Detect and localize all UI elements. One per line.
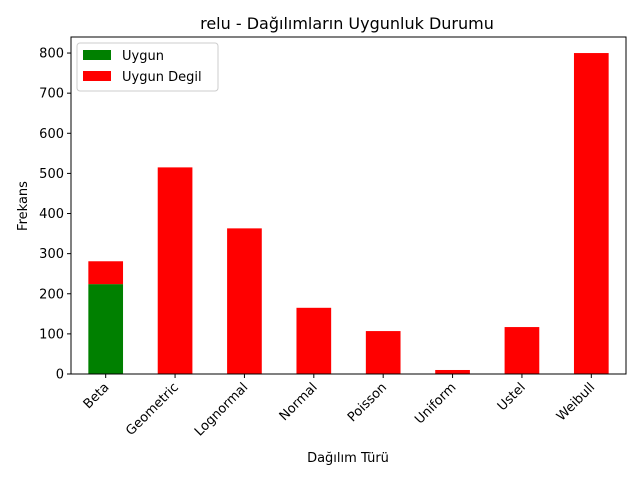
x-tick-label-beta: Beta	[81, 380, 113, 412]
x-tick-label-ustel: Ustel	[495, 380, 529, 414]
y-tick-label: 0	[56, 368, 64, 383]
y-tick-label: 700	[39, 87, 64, 102]
x-axis: Beta Geometric Lognormal Normal Poisson Unifo…	[81, 374, 598, 439]
chart-title: relu - Dağılımların Uygunluk Durumu	[200, 14, 494, 33]
y-tick-label: 300	[39, 247, 64, 262]
bar-uygun-degil-normal	[296, 307, 332, 374]
y-tick-label: 400	[39, 207, 64, 222]
y-axis: 0 100 200 300 400 500 600 700 800	[39, 47, 71, 383]
y-tick-label: 200	[39, 287, 64, 302]
bar-uygun-degil-geometric	[157, 167, 193, 374]
x-tick-label-lognormal: Lognormal	[192, 380, 251, 439]
plot-frame	[70, 36, 627, 375]
x-tick-label-weibull: Weibull	[554, 380, 598, 424]
legend-swatch-uygun-degil	[83, 71, 111, 81]
legend: Uygun Uygun Degil	[76, 42, 219, 92]
x-axis-label: Dağılım Türü	[307, 451, 389, 466]
bar-uygun-degil-ustel	[504, 327, 540, 374]
bar-uygun-degil-beta	[88, 261, 124, 285]
bar-uygun-degil-poisson	[365, 331, 401, 374]
bar-uygun-degil-weibull	[573, 53, 609, 375]
bar-uygun-beta	[88, 284, 124, 374]
legend-swatch-uygun	[83, 50, 111, 60]
y-axis-label: Frekans	[16, 181, 31, 231]
y-tick-label: 600	[39, 127, 64, 142]
legend-label-uygun-degil: Uygun Degil	[122, 70, 202, 85]
x-tick-label-geometric: Geometric	[123, 380, 182, 439]
bar-uygun-degil-lognormal	[227, 228, 262, 374]
y-tick-label: 800	[39, 47, 64, 62]
x-tick-label-poisson: Poisson	[345, 380, 390, 425]
y-tick-label: 500	[39, 167, 64, 182]
y-tick-label: 100	[39, 327, 64, 342]
legend-label-uygun: Uygun	[122, 49, 164, 64]
x-tick-label-normal: Normal	[277, 380, 321, 424]
x-tick-label-uniform: Uniform	[412, 380, 459, 427]
legend-box	[76, 42, 219, 92]
plot-area	[88, 53, 609, 375]
bar-uygun-degil-uniform	[435, 369, 470, 374]
